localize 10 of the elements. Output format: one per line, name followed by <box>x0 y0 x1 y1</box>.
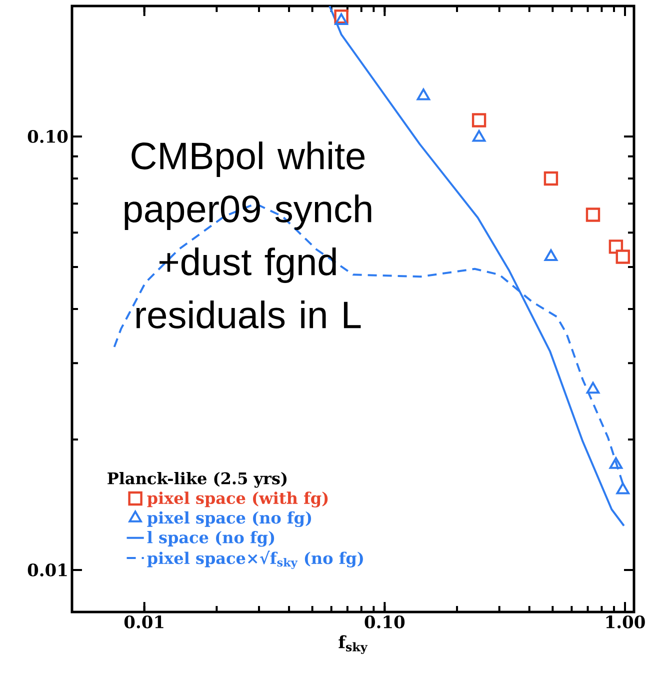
annotation: CMBpol white paper09 synch +dust fgnd residuals in L <box>124 142 372 328</box>
legend-label: pixel space (no fg) <box>147 511 312 528</box>
legend-label: pixel space (with fg) <box>147 492 328 508</box>
legend-title: Planck-like (2.5 yrs) <box>108 472 287 488</box>
x-tick-label: 0.10 <box>364 616 405 628</box>
x-tick-label: 1.00 <box>606 616 645 628</box>
legend-label: l space (no fg) <box>147 530 274 547</box>
x-tick-label: 0.01 <box>124 616 164 628</box>
x-axis-title: f$_{sky}$ <box>338 635 368 654</box>
legend-label: pixel space×√f$_{sky}$ (no fg) <box>147 550 363 569</box>
